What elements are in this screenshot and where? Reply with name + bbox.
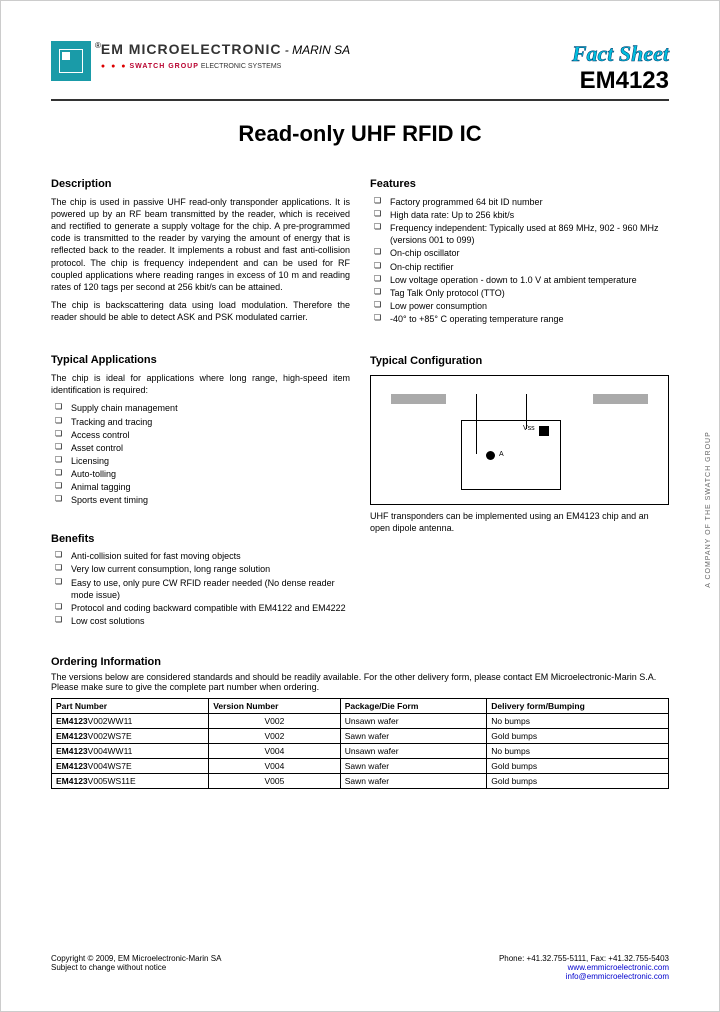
copyright: Copyright © 2009, EM Microelectronic-Mar… <box>51 954 221 963</box>
description-text: The chip is used in passive UHF read-onl… <box>51 196 350 323</box>
side-company-text: A COMPANY OF THE SWATCH GROUP <box>706 431 713 588</box>
a-label: A <box>499 450 504 459</box>
part-number: EM4123 <box>572 67 669 95</box>
features-heading: Features <box>370 177 669 192</box>
footer-right: Phone: +41.32.755-5111, Fax: +41.32.755-… <box>499 954 669 981</box>
list-item: On-chip rectifier <box>374 261 669 273</box>
footer: Copyright © 2009, EM Microelectronic-Mar… <box>51 954 669 981</box>
list-item: Easy to use, only pure CW RFID reader ne… <box>55 577 350 601</box>
features-list: Factory programmed 64 bit ID numberHigh … <box>370 196 669 325</box>
applications-heading: Typical Applications <box>51 353 350 368</box>
list-item: Access control <box>55 429 350 441</box>
list-item: Factory programmed 64 bit ID number <box>374 196 669 208</box>
applications-intro: The chip is ideal for applications where… <box>51 372 350 396</box>
config-caption: UHF transponders can be implemented usin… <box>370 511 669 534</box>
email-link[interactable]: info@emmicroelectronic.com <box>499 972 669 981</box>
phone-fax: Phone: +41.32.755-5111, Fax: +41.32.755-… <box>499 954 669 963</box>
config-heading: Typical Configuration <box>370 354 669 369</box>
table-header: Delivery form/Bumping <box>487 699 669 714</box>
website-link[interactable]: www.emmicroelectronic.com <box>499 963 669 972</box>
vss-label: Vss <box>523 424 535 433</box>
list-item: Low voltage operation - down to 1.0 V at… <box>374 274 669 286</box>
footer-left: Copyright © 2009, EM Microelectronic-Mar… <box>51 954 221 981</box>
description-heading: Description <box>51 177 350 192</box>
factsheet-label: Fact Sheet <box>572 41 669 67</box>
header-right: Fact Sheet EM4123 <box>572 41 669 95</box>
company-name: EM MICROELECTRONIC <box>101 41 282 57</box>
swatch-line: ● ● ● SWATCH GROUP ELECTRONIC SYSTEMS <box>101 63 572 70</box>
config-diagram: Vss A <box>370 375 669 505</box>
table-row: EM4123V002WS7E V002 Sawn wafer Gold bump… <box>52 729 669 744</box>
list-item: Auto-tolling <box>55 468 350 480</box>
list-item: Tag Talk Only protocol (TTO) <box>374 287 669 299</box>
ordering-intro: The versions below are considered standa… <box>51 672 669 692</box>
list-item: High data rate: Up to 256 kbit/s <box>374 209 669 221</box>
company-suffix: - MARIN SA <box>281 43 350 57</box>
page-title: Read-only UHF RFID IC <box>51 121 669 147</box>
applications-list: Supply chain management Tracking and trac… <box>51 402 350 506</box>
ordering-heading: Ordering Information <box>51 656 669 668</box>
swatch-suffix: ELECTRONIC SYSTEMS <box>199 63 281 70</box>
list-item: Frequency independent: Typically used at… <box>374 222 669 246</box>
company-logo-icon <box>51 41 91 81</box>
header: ® EM MICROELECTRONIC - MARIN SA ● ● ● SW… <box>51 41 669 101</box>
antenna-right-icon <box>593 394 648 404</box>
ordering-section: Ordering Information The versions below … <box>51 656 669 789</box>
list-item: Anti-collision suited for fast moving ob… <box>55 550 350 562</box>
antenna-left-icon <box>391 394 446 404</box>
swatch-dots-icon: ● ● ● <box>101 63 128 70</box>
table-header: Package/Die Form <box>340 699 487 714</box>
benefits-list: Anti-collision suited for fast moving ob… <box>51 550 350 627</box>
table-row: EM4123V004WS7E V004 Sawn wafer Gold bump… <box>52 759 669 774</box>
table-header: Part Number <box>52 699 209 714</box>
list-item: On-chip oscillator <box>374 247 669 259</box>
swatch-brand: SWATCH GROUP <box>129 63 198 70</box>
benefits-heading: Benefits <box>51 532 350 547</box>
header-text: EM MICROELECTRONIC - MARIN SA ● ● ● SWAT… <box>101 41 572 70</box>
page: ® EM MICROELECTRONIC - MARIN SA ● ● ● SW… <box>0 0 720 1012</box>
content-columns: Description The chip is used in passive … <box>51 167 669 628</box>
list-item: Sports event timing <box>55 494 350 506</box>
list-item: Licensing <box>55 455 350 467</box>
list-item: -40° to +85° C operating temperature ran… <box>374 313 669 325</box>
list-item: Low power consumption <box>374 300 669 312</box>
subject-notice: Subject to change without notice <box>51 963 221 972</box>
list-item: Tracking and tracing <box>55 416 350 428</box>
list-item: Supply chain management <box>55 402 350 414</box>
table-row: EM4123V004WW11 V004 Unsawn wafer No bump… <box>52 744 669 759</box>
list-item: Animal tagging <box>55 481 350 493</box>
vss-pad-icon <box>539 426 549 436</box>
list-item: Asset control <box>55 442 350 454</box>
left-column: Description The chip is used in passive … <box>51 167 350 628</box>
table-header: Version Number <box>209 699 340 714</box>
list-item: Low cost solutions <box>55 615 350 627</box>
list-item: Very low current consumption, long range… <box>55 563 350 575</box>
table-row: EM4123V002WW11 V002 Unsawn wafer No bump… <box>52 714 669 729</box>
ordering-table: Part NumberVersion NumberPackage/Die For… <box>51 698 669 789</box>
table-row: EM4123V005WS11E V005 Sawn wafer Gold bum… <box>52 774 669 789</box>
right-column: Features Factory programmed 64 bit ID nu… <box>370 167 669 628</box>
list-item: Protocol and coding backward compatible … <box>55 602 350 614</box>
